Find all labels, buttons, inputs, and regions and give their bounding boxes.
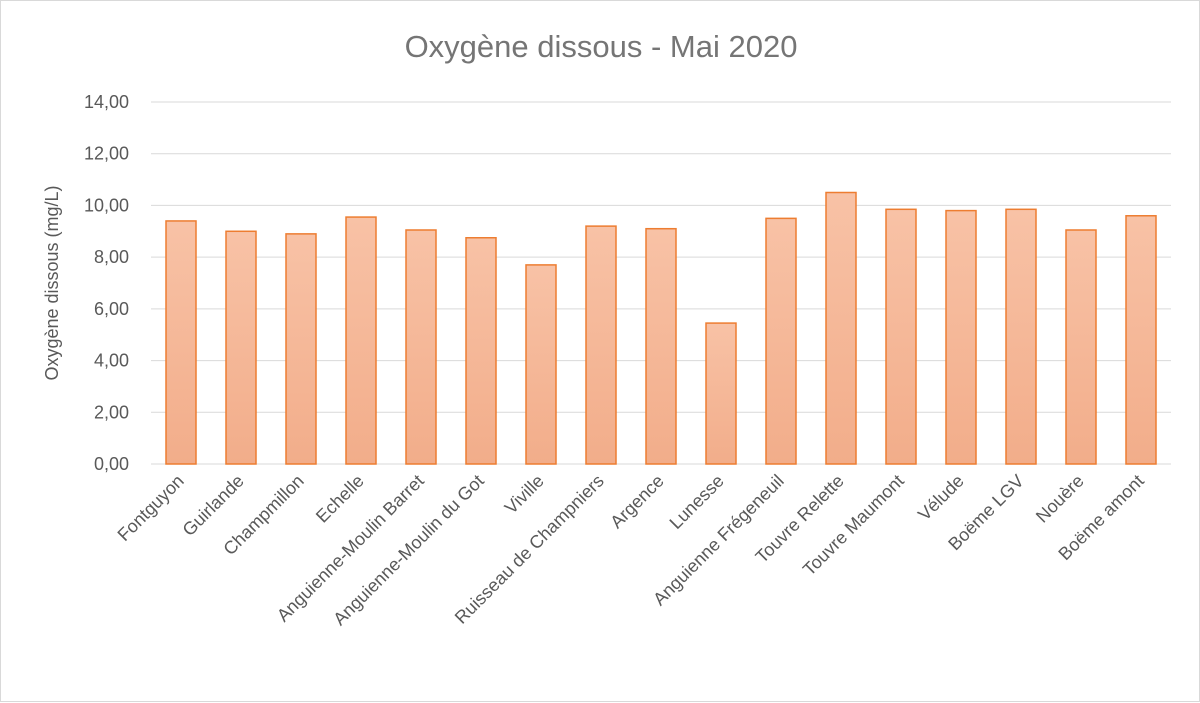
bar [165, 220, 197, 465]
x-tick-label: Argence [606, 471, 668, 533]
y-axis-label: Oxygène dissous (mg/L) [42, 185, 62, 380]
chart-title: Oxygène dissous - Mai 2020 [405, 29, 798, 64]
x-tick-label: Touvre Maumont [799, 471, 908, 580]
y-axis-ticks: 0,00 2,00 4,00 6,00 8,00 10,00 12,00 14,00 [84, 92, 129, 474]
x-tick-label: Lunesse [666, 471, 728, 533]
y-tick-label: 8,00 [94, 247, 129, 267]
y-tick-label: 2,00 [94, 402, 129, 422]
y-tick-label: 14,00 [84, 92, 129, 112]
y-tick-label: 10,00 [84, 195, 129, 215]
bar [645, 227, 677, 465]
bar [1005, 208, 1037, 465]
y-tick-label: 12,00 [84, 144, 129, 164]
bar [225, 230, 257, 465]
bars [165, 191, 1157, 465]
bar [345, 216, 377, 465]
bar [525, 264, 557, 465]
bar [465, 237, 497, 465]
bar [405, 229, 437, 465]
bar [765, 217, 797, 465]
bar [885, 208, 917, 465]
x-tick-label: Nouère [1032, 471, 1088, 527]
y-tick-label: 0,00 [94, 454, 129, 474]
bar [825, 191, 857, 465]
bar [705, 322, 737, 465]
x-tick-label: Fontguyon [114, 471, 188, 545]
y-tick-label: 4,00 [94, 351, 129, 371]
bar [1065, 229, 1097, 465]
bar [945, 209, 977, 465]
bar [285, 233, 317, 465]
x-tick-label: Viville [501, 471, 548, 518]
bar [585, 225, 617, 465]
y-tick-label: 6,00 [94, 299, 129, 319]
bar [1125, 215, 1157, 465]
x-tick-label: Vélude [914, 471, 968, 525]
x-tick-label: Echelle [312, 471, 368, 527]
